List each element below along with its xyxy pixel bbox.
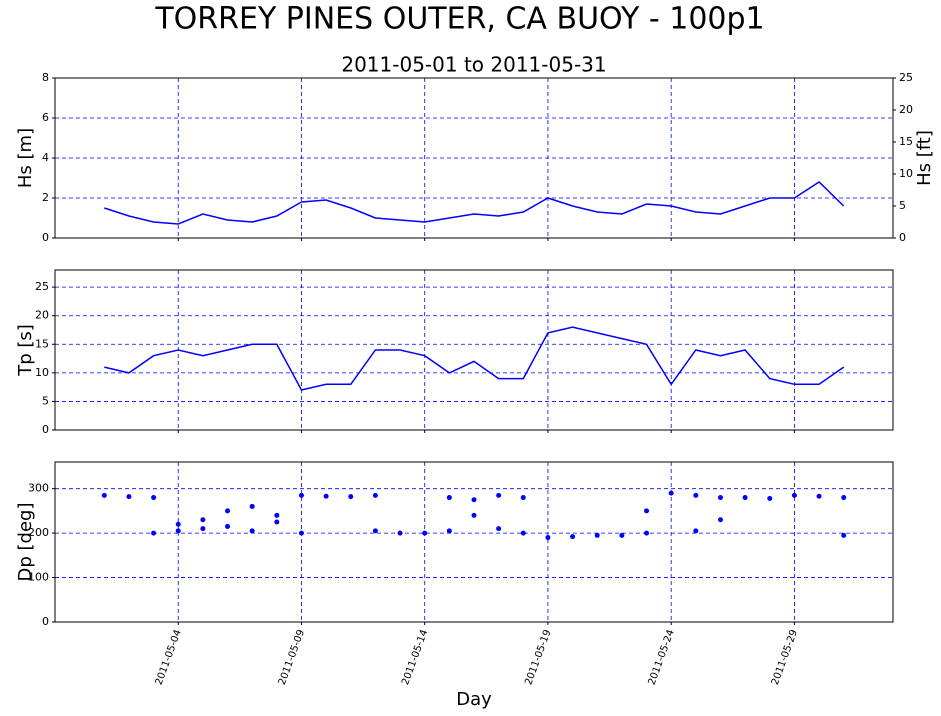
data-point xyxy=(298,492,304,498)
data-point xyxy=(717,517,723,523)
y-tick-label: 15 xyxy=(35,337,49,350)
y-tick-label: 0 xyxy=(42,615,49,628)
data-point xyxy=(644,530,650,536)
data-point xyxy=(693,492,699,498)
plot-frame xyxy=(54,269,894,431)
data-point xyxy=(471,497,477,503)
y-tick-label: 8 xyxy=(42,71,49,84)
data-point xyxy=(274,512,280,518)
data-point xyxy=(619,532,625,538)
figure-title: TORREY PINES OUTER, CA BUOY - 100p1 xyxy=(154,2,764,37)
data-point xyxy=(151,530,157,536)
data-point xyxy=(126,494,132,500)
data-point xyxy=(496,492,502,498)
y-axis-label: Tp [s] xyxy=(15,324,36,377)
y2-tick-label: 5 xyxy=(899,199,906,212)
y-tick-label: 25 xyxy=(35,280,49,293)
y-tick-label: 200 xyxy=(28,526,49,539)
y-tick-label: 100 xyxy=(28,571,49,584)
y2-tick-label: 10 xyxy=(899,167,913,180)
data-point xyxy=(249,528,255,534)
data-point xyxy=(200,526,206,532)
y-tick-label: 6 xyxy=(42,111,49,124)
data-point xyxy=(372,492,378,498)
data-point xyxy=(767,495,773,501)
data-point xyxy=(446,528,452,534)
data-point xyxy=(570,534,576,540)
chart-title: 2011-05-01 to 2011-05-31 xyxy=(341,53,606,77)
data-point xyxy=(249,503,255,509)
y-tick-label: 10 xyxy=(35,366,49,379)
plot-frame xyxy=(54,77,894,239)
data-point xyxy=(841,532,847,538)
data-point xyxy=(274,519,280,525)
data-point xyxy=(496,526,502,532)
data-point xyxy=(200,517,206,523)
data-point xyxy=(545,535,551,541)
data-point xyxy=(841,495,847,501)
data-point xyxy=(225,508,231,514)
data-point xyxy=(323,493,329,499)
y2-tick-label: 25 xyxy=(899,71,913,84)
y-tick-label: 5 xyxy=(42,394,49,407)
data-point xyxy=(372,528,378,534)
y-tick-label: 2 xyxy=(42,191,49,204)
data-line xyxy=(104,326,845,391)
data-point xyxy=(175,521,181,527)
x-axis-label: Day xyxy=(456,689,492,710)
y-axis-label: Dp [deg] xyxy=(15,503,36,582)
y-axis-label: Hs [m] xyxy=(15,128,36,188)
data-point xyxy=(816,493,822,499)
data-point xyxy=(101,492,107,498)
data-point xyxy=(791,492,797,498)
data-point xyxy=(397,530,403,536)
y2-axis-label: Hs [ft] xyxy=(914,130,935,186)
data-point xyxy=(693,528,699,534)
data-point xyxy=(742,495,748,501)
data-point xyxy=(175,528,181,534)
data-point xyxy=(668,490,674,496)
data-point xyxy=(717,495,723,501)
y2-tick-label: 0 xyxy=(899,231,906,244)
data-point xyxy=(520,530,526,536)
y-tick-label: 0 xyxy=(42,423,49,436)
data-point xyxy=(151,495,157,501)
data-point xyxy=(520,495,526,501)
data-point xyxy=(594,532,600,538)
data-point xyxy=(348,494,354,500)
y-tick-label: 300 xyxy=(28,482,49,495)
y2-tick-label: 15 xyxy=(899,135,913,148)
data-point xyxy=(422,530,428,536)
data-point xyxy=(446,495,452,501)
y-tick-label: 0 xyxy=(42,231,49,244)
y2-tick-label: 20 xyxy=(899,103,913,116)
data-point xyxy=(298,530,304,536)
y-tick-label: 4 xyxy=(42,151,49,164)
data-point xyxy=(644,508,650,514)
data-point xyxy=(471,512,477,518)
data-line xyxy=(104,181,845,225)
y-tick-label: 20 xyxy=(35,309,49,322)
data-point xyxy=(225,523,231,529)
plot-frame xyxy=(54,461,894,623)
